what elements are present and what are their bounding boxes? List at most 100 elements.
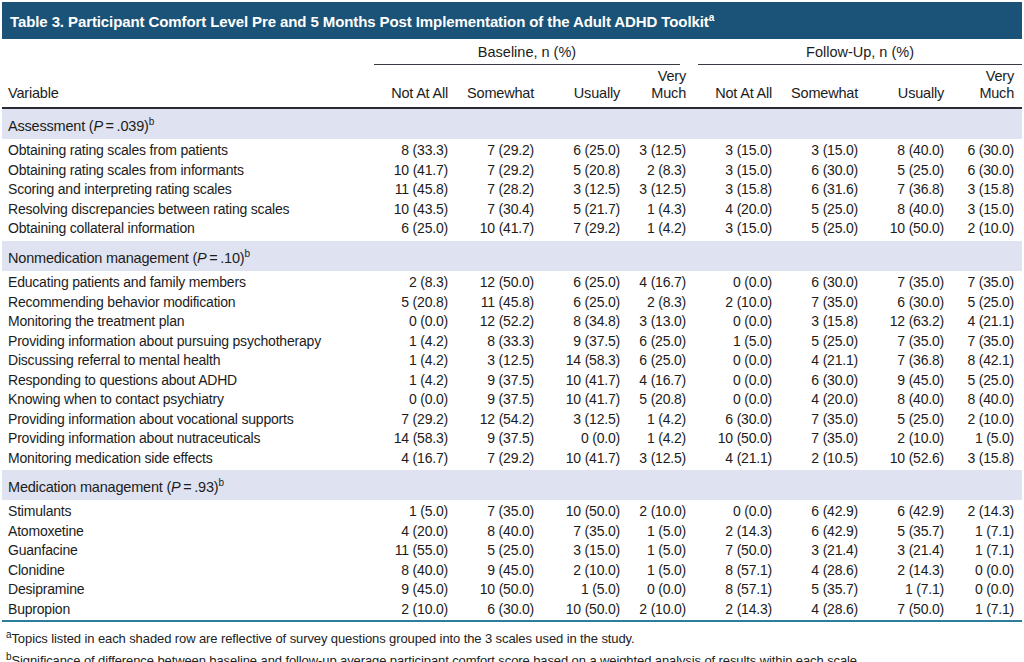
cell-value: 10 (50.0) [542, 502, 628, 522]
cell-value: 9 (37.5) [542, 332, 628, 352]
cell-value: 10 (50.0) [542, 600, 628, 620]
cell-value: 1 (4.2) [370, 371, 456, 391]
cell-value: 3 (12.5) [628, 449, 694, 469]
cell-value: 1 (4.2) [628, 410, 694, 430]
section-header-row: Assessment (P = .039)b [2, 109, 1022, 141]
cell-value: 0 (0.0) [694, 371, 780, 391]
table-row: Desipramine9 (45.0)10 (50.0)1 (5.0)0 (0.… [2, 580, 1022, 600]
cell-value: 6 (42.9) [866, 502, 952, 522]
section-footnote-marker: b [218, 477, 223, 488]
cell-value: 6 (42.9) [780, 522, 866, 542]
row-label: Knowing when to contact psychiatry [2, 390, 370, 410]
table-row: Recommending behavior modification5 (20.… [2, 293, 1022, 313]
cell-value: 3 (15.8) [780, 312, 866, 332]
cell-value: 3 (15.0) [780, 141, 866, 161]
cell-value: 8 (40.0) [866, 390, 952, 410]
cell-value: 0 (0.0) [952, 561, 1022, 581]
table-row: Knowing when to contact psychiatry0 (0.0… [2, 390, 1022, 410]
cell-value: 3 (12.5) [456, 351, 542, 371]
row-label: Educating patients and family members [2, 273, 370, 293]
col-header-followup-somewhat: Somewhat [780, 65, 866, 109]
cell-value: 2 (10.0) [628, 502, 694, 522]
col-header-followup-not-at-all: Not At All [694, 65, 780, 109]
cell-value: 8 (34.8) [542, 312, 628, 332]
data-table: Baseline, n (%) Follow-Up, n (%) Variabl… [2, 39, 1022, 619]
cell-value: 6 (30.0) [456, 600, 542, 620]
cell-value: 5 (25.0) [952, 371, 1022, 391]
cell-value: 6 (25.0) [542, 141, 628, 161]
cell-value: 6 (30.0) [780, 161, 866, 181]
cell-value: 6 (31.6) [780, 180, 866, 200]
cell-value: 11 (45.8) [456, 293, 542, 313]
row-label: Recommending behavior modification [2, 293, 370, 313]
cell-value: 7 (36.8) [866, 180, 952, 200]
cell-value: 3 (21.4) [866, 541, 952, 561]
cell-value: 5 (35.7) [866, 522, 952, 542]
cell-value: 10 (52.6) [866, 449, 952, 469]
row-label: Discussing referral to mental health [2, 351, 370, 371]
cell-value: 9 (37.5) [456, 390, 542, 410]
cell-value: 6 (25.0) [542, 293, 628, 313]
table-row: Resolving discrepancies between rating s… [2, 200, 1022, 220]
cell-value: 7 (29.2) [456, 161, 542, 181]
cell-value: 5 (20.8) [628, 390, 694, 410]
cell-value: 14 (58.3) [542, 351, 628, 371]
spanner-spacer [2, 39, 370, 65]
row-label: Monitoring the treatment plan [2, 312, 370, 332]
cell-value: 10 (41.7) [370, 161, 456, 181]
row-label: Obtaining rating scales from patients [2, 141, 370, 161]
cell-value: 3 (15.0) [694, 219, 780, 239]
table-row: Monitoring medication side effects4 (16.… [2, 449, 1022, 469]
cell-value: 1 (5.0) [628, 541, 694, 561]
cell-value: 7 (29.2) [456, 141, 542, 161]
section-footnote-marker: b [149, 116, 154, 127]
cell-value: 0 (0.0) [370, 390, 456, 410]
cell-value: 5 (25.0) [780, 200, 866, 220]
table-row: Monitoring the treatment plan0 (0.0)12 (… [2, 312, 1022, 332]
cell-value: 2 (14.3) [952, 502, 1022, 522]
row-label: Atomoxetine [2, 522, 370, 542]
cell-value: 1 (7.1) [866, 580, 952, 600]
cell-value: 0 (0.0) [694, 273, 780, 293]
cell-value: 1 (4.3) [628, 200, 694, 220]
table-row: Obtaining rating scales from patients8 (… [2, 141, 1022, 161]
cell-value: 7 (29.2) [370, 410, 456, 430]
cell-value: 1 (5.0) [694, 332, 780, 352]
row-label: Desipramine [2, 580, 370, 600]
cell-value: 5 (25.0) [780, 332, 866, 352]
cell-value: 10 (41.7) [542, 449, 628, 469]
cell-value: 2 (14.3) [866, 561, 952, 581]
cell-value: 2 (10.0) [952, 410, 1022, 430]
footnote-text: Significance of difference between basel… [11, 654, 860, 662]
table-row: Scoring and interpreting rating scales11… [2, 180, 1022, 200]
cell-value: 6 (30.0) [866, 293, 952, 313]
cell-value: 7 (35.0) [780, 293, 866, 313]
cell-value: 9 (45.0) [370, 580, 456, 600]
cell-value: 3 (15.8) [952, 449, 1022, 469]
cell-value: 5 (25.0) [866, 410, 952, 430]
footnote-a: aTopics listed in each shaded row are re… [6, 626, 1018, 648]
cell-value: 0 (0.0) [694, 390, 780, 410]
cell-value: 7 (30.4) [456, 200, 542, 220]
cell-value: 4 (16.7) [628, 371, 694, 391]
cell-value: 5 (35.7) [780, 580, 866, 600]
row-label: Resolving discrepancies between rating s… [2, 200, 370, 220]
cell-value: 1 (7.1) [952, 600, 1022, 620]
cell-value: 7 (36.8) [866, 351, 952, 371]
cell-value: 3 (13.0) [628, 312, 694, 332]
cell-value: 1 (5.0) [542, 580, 628, 600]
cell-value: 7 (35.0) [952, 332, 1022, 352]
cell-value: 1 (4.2) [370, 332, 456, 352]
cell-value: 4 (20.0) [780, 390, 866, 410]
cell-value: 1 (4.2) [628, 429, 694, 449]
cell-value: 2 (14.3) [694, 522, 780, 542]
cell-value: 9 (45.0) [456, 561, 542, 581]
cell-value: 7 (35.0) [952, 273, 1022, 293]
cell-value: 0 (0.0) [542, 429, 628, 449]
cell-value: 2 (10.0) [866, 429, 952, 449]
cell-value: 7 (35.0) [542, 522, 628, 542]
section-header-label: Medication management (P = .93)b [2, 468, 1022, 502]
table-row: Educating patients and family members2 (… [2, 273, 1022, 293]
cell-value: 4 (28.6) [780, 561, 866, 581]
footnote-b: bSignificance of difference between base… [6, 648, 1018, 662]
